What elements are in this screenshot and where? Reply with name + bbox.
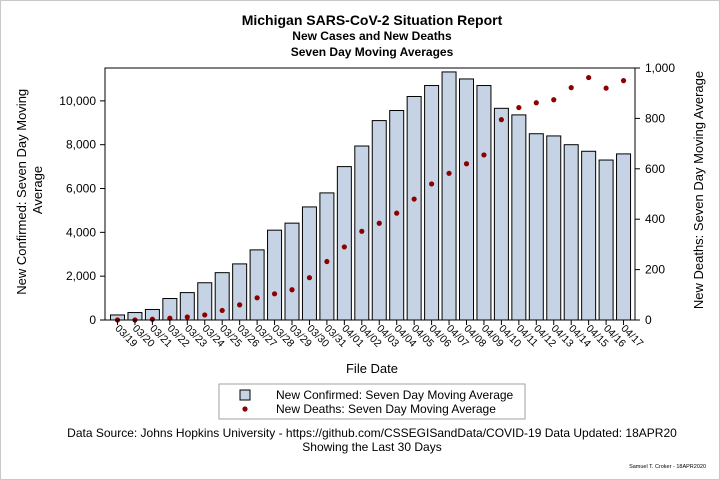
bar-03-26 xyxy=(232,263,248,321)
bar-03-31 xyxy=(319,192,335,321)
bar-series xyxy=(110,71,632,321)
left-tick-label: 10,000 xyxy=(59,94,96,108)
point-04-07 xyxy=(446,170,452,176)
legend-item-deaths: New Deaths: Seven Day Moving Average xyxy=(276,402,496,416)
bar-04-12 xyxy=(528,133,544,321)
bar-04-10 xyxy=(493,107,509,321)
point-03-30 xyxy=(306,275,313,281)
right-tick-label: 0 xyxy=(645,313,652,327)
left-tick-label: 4,000 xyxy=(66,225,96,239)
left-tick-label: 8,000 xyxy=(66,138,96,152)
chart-subtitle-2: Seven Day Moving Averages xyxy=(291,45,454,59)
point-03-24 xyxy=(202,312,208,318)
y-axis-right-label: New Deaths: Seven Day Moving Average xyxy=(691,71,706,309)
point-04-08 xyxy=(463,161,470,167)
legend-dot-marker xyxy=(242,406,248,412)
x-axis-label: File Date xyxy=(346,361,398,376)
legend-bar-swatch xyxy=(239,389,251,401)
point-04-16 xyxy=(603,85,609,91)
right-tick-label: 200 xyxy=(645,263,665,277)
data-source-note: Data Source: Johns Hopkins University - … xyxy=(67,426,677,440)
right-tick-label: 1,000 xyxy=(645,61,675,75)
chart-title: Michigan SARS-CoV-2 Situation Report xyxy=(242,12,503,28)
bar-04-15 xyxy=(581,150,597,321)
bar-04-08 xyxy=(459,78,474,321)
point-04-15 xyxy=(586,74,592,81)
left-axis: 0 2,000 4,000 6,000 8,000 10,000 xyxy=(59,94,105,327)
point-04-04 xyxy=(394,210,400,216)
bar-04-05 xyxy=(406,95,422,321)
point-03-25 xyxy=(219,307,225,314)
legend-item-cases: New Confirmed: Seven Day Moving Average xyxy=(276,388,514,402)
author-credit: Samuel T. Croker - 18APR2020 xyxy=(629,464,706,470)
bar-04-17 xyxy=(616,153,632,321)
right-tick-label: 400 xyxy=(645,212,665,226)
bar-04-06 xyxy=(424,85,440,321)
point-04-17 xyxy=(620,78,627,84)
point-03-27 xyxy=(254,295,260,301)
point-03-31 xyxy=(324,258,330,265)
point-04-13 xyxy=(551,97,557,103)
bar-03-27 xyxy=(249,249,265,321)
point-04-05 xyxy=(411,196,417,202)
legend-box xyxy=(218,383,526,420)
point-03-26 xyxy=(237,302,243,308)
point-03-29 xyxy=(289,287,295,293)
point-03-21 xyxy=(149,316,155,322)
point-04-02 xyxy=(359,228,365,234)
point-04-06 xyxy=(429,181,435,187)
point-04-03 xyxy=(376,220,382,226)
bar-03-30 xyxy=(301,206,317,321)
bar-04-14 xyxy=(563,144,579,321)
bar-03-28 xyxy=(267,229,283,321)
right-axis: 0 200 400 600 800 1,000 xyxy=(635,61,675,327)
bar-04-13 xyxy=(546,135,562,321)
data-window-note: Showing the Last 30 Days xyxy=(302,440,441,454)
bar-04-16 xyxy=(598,159,614,321)
y-axis-left-label: New Confirmed: Seven Day Moving Average xyxy=(14,85,45,295)
point-03-23 xyxy=(184,314,190,320)
point-04-12 xyxy=(533,100,539,106)
plot-area xyxy=(104,67,636,321)
bar-04-09 xyxy=(476,85,492,321)
bar-04-11 xyxy=(511,114,527,321)
legend: New Confirmed: Seven Day Moving Average … xyxy=(218,383,526,420)
bar-04-03 xyxy=(371,120,387,321)
point-04-14 xyxy=(568,85,574,91)
chart-subtitle-1: New Cases and New Deaths xyxy=(292,29,452,43)
point-04-11 xyxy=(516,104,522,111)
right-tick-label: 600 xyxy=(645,162,665,176)
left-tick-label: 2,000 xyxy=(66,269,96,283)
point-03-28 xyxy=(271,291,278,297)
bar-04-01 xyxy=(336,166,352,321)
point-04-09 xyxy=(481,152,487,158)
x-axis: 03/1903/2003/2103/2203/2303/2403/2503/26… xyxy=(112,320,646,350)
point-04-01 xyxy=(341,244,347,250)
right-tick-label: 800 xyxy=(645,111,665,125)
left-tick-label: 6,000 xyxy=(66,182,96,196)
bar-04-07 xyxy=(441,71,457,321)
left-tick-label: 0 xyxy=(89,313,96,327)
bar-03-29 xyxy=(284,222,300,321)
point-04-10 xyxy=(498,117,504,123)
